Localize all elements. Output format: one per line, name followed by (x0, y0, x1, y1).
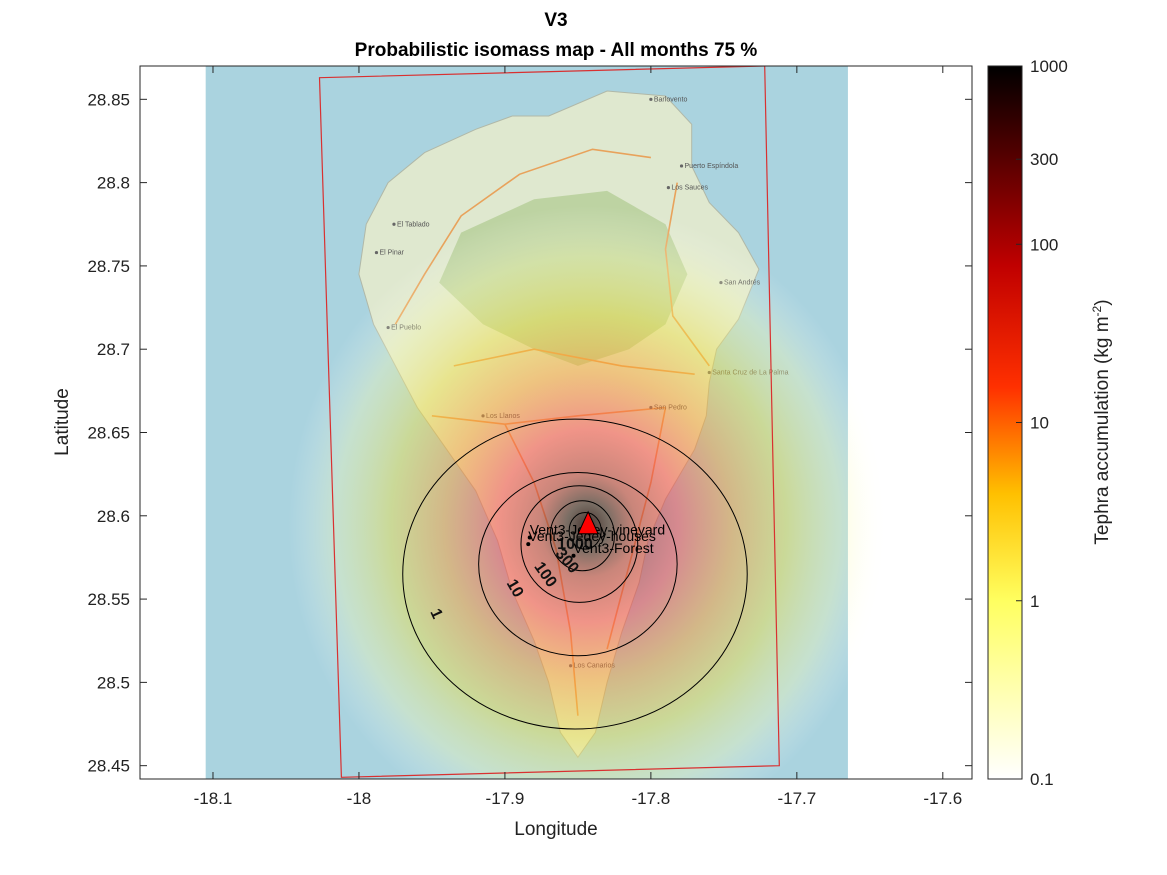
contour-10 (478, 471, 678, 657)
figure-subtitle: Probabilistic isomass map - All months 7… (355, 40, 758, 61)
colorbar-label: Tephra accumulation (kg m-2) (1090, 299, 1113, 544)
figure-title: V3 (544, 10, 567, 31)
y-axis-ticks: 28.45 28.5 28.55 28.6 28.65 28.7 28.75 28.8 28.8… (87, 90, 972, 776)
contour-300 (549, 500, 615, 572)
tephra-accumulation-field (288, 205, 889, 779)
y-tick-label: 28.45 (87, 757, 130, 776)
town-1: Puerto Espíndola (679, 163, 739, 170)
y-tick-label: 28.85 (87, 90, 130, 109)
colorbar-tick-label: 10 (1030, 414, 1049, 433)
x-tick-label: -17.6 (923, 789, 962, 808)
target-point-0: Vent3-Jedey-vineyard (527, 521, 665, 540)
target-points: Vent3-Jedey-vineyardVent3-Jedey-housesVe… (526, 521, 665, 558)
x-axis-ticks: -18.1 -18 -17.9 -17.8 -17.7 -17.6 (194, 66, 962, 808)
x-tick-label: -17.7 (777, 789, 816, 808)
x-tick-label: -17.8 (632, 789, 671, 808)
town-2: Los Sauces (666, 185, 708, 192)
colorbar-tick-label: 300 (1030, 150, 1058, 169)
y-tick-label: 28.65 (87, 423, 130, 442)
map-layer: Barlovento Puerto Espíndola Los Sauces El T… (205, 66, 889, 779)
y-tick-label: 28.8 (97, 174, 130, 193)
x-tick-label: -18.1 (194, 789, 233, 808)
y-tick-label: 28.7 (97, 340, 130, 359)
colorbar-tick-label: 1 (1030, 592, 1039, 611)
contour-1000 (568, 511, 602, 550)
contour-1 (402, 418, 748, 730)
target-point-label: Vent3-Jedey-vineyard (530, 521, 665, 537)
town-label: El Tablado (397, 221, 430, 228)
x-axis-label: Longitude (514, 819, 597, 840)
town-3: El Tablado (392, 221, 430, 228)
colorbar-tick-label: 100 (1030, 235, 1058, 254)
vent-marker (577, 510, 599, 535)
y-tick-label: 28.6 (97, 507, 130, 526)
axes-frame (139, 65, 973, 780)
y-tick-label: 28.5 (97, 673, 130, 692)
town-4: El Pinar (374, 250, 405, 257)
model-domain-outline (318, 66, 780, 778)
x-tick-label: -18 (347, 789, 372, 808)
town-0: Barlovento (649, 96, 687, 103)
colorbar-tick-label: 1000 (1030, 57, 1068, 76)
contour-label-1000: 1000 (557, 536, 593, 553)
town-label: Barlovento (654, 96, 688, 103)
colorbar-tick-label: 0.1 (1030, 770, 1054, 789)
y-axis-label: Latitude (52, 388, 73, 456)
target-point-label: Vent3-Forest (574, 540, 654, 556)
contour-100 (520, 485, 639, 603)
target-point-2: Vent3-Forest (571, 540, 654, 558)
town-label: Los Sauces (671, 185, 708, 192)
target-point-label: Vent3-Jedey-houses (528, 528, 656, 544)
town-label: El Pinar (379, 250, 404, 257)
town-label: Puerto Espíndola (685, 163, 739, 170)
contour-label-10: 10 (503, 577, 527, 601)
y-tick-label: 28.55 (87, 590, 130, 609)
y-tick-label: 28.75 (87, 257, 130, 276)
target-point-1: Vent3-Jedey-houses (526, 528, 656, 547)
x-tick-label: -17.9 (486, 789, 525, 808)
colorbar-ticks: 0.1 1 10 100 300 1000 (1016, 57, 1068, 789)
